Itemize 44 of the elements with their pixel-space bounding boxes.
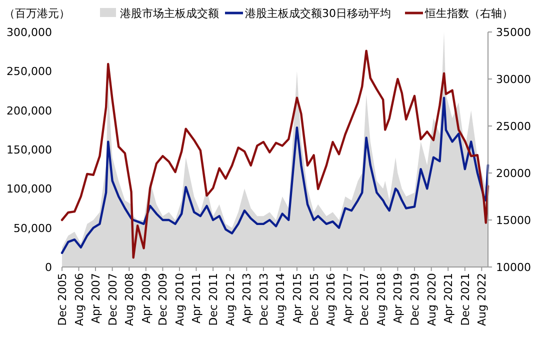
y-tick-label: 300,000 [6, 26, 52, 39]
x-tick-label: Apr 2017 [341, 273, 354, 324]
x-tick-label: Dec 2017 [358, 273, 372, 326]
y2-tick-label: 35000 [496, 26, 531, 39]
x-tick-label: Apr 2011 [190, 273, 204, 324]
x-tick-label: Aug 2010 [173, 273, 186, 326]
x-tick-label: Aug 2016 [324, 273, 338, 326]
x-tick-label: Apr 2015 [290, 273, 304, 324]
x-tick-label: Apr 2007 [90, 273, 103, 324]
y2-tick-label: 25000 [496, 120, 531, 133]
x-tick-label: Aug 2012 [224, 273, 237, 326]
y-tick-label: 0 [45, 261, 52, 274]
y-tick-label: 150,000 [6, 144, 52, 156]
x-tick-label: Aug 2006 [72, 273, 86, 326]
y2-tick-label: 20000 [496, 167, 531, 180]
x-tick-label: Aug 2020 [425, 273, 438, 326]
y2-tick-label: 15000 [496, 214, 531, 227]
x-tick-label: Aug 2018 [374, 273, 388, 326]
x-tick-label: Dec 2019 [408, 273, 422, 326]
line-series [60, 96, 490, 254]
legend-label: 港股主板成交额30日移动平均 [245, 7, 391, 20]
y2-tick-label: 30000 [496, 73, 531, 86]
x-tick-label: Aug 2008 [123, 273, 136, 326]
y-tick-label: 250,000 [6, 65, 52, 78]
x-tick-label: Apr 2009 [140, 273, 153, 324]
x-tick-label: Dec 2011 [207, 273, 220, 326]
y2-tick-label: 10000 [496, 261, 531, 274]
x-tick-label: Dec 2013 [257, 273, 270, 326]
y-tick-label: 100,000 [6, 182, 52, 196]
x-tick-label: Apr 2013 [240, 273, 254, 324]
x-tick-label: Apr 2021 [442, 273, 456, 324]
x-tick-label: Aug 2014 [274, 273, 288, 326]
x-tick-label: Aug 2022 [476, 273, 489, 326]
legend-label: 恒生指数（右轴） [424, 7, 513, 20]
legend-label: 港股市场主板成交额 [120, 7, 219, 20]
x-tick-label: Apr 2019 [392, 273, 405, 324]
y-axis-title: （百万港元） [4, 7, 70, 20]
x-tick-label: Dec 2015 [308, 273, 321, 326]
x-tick-label: Dec 2009 [156, 273, 170, 326]
x-tick-label: Dec 2005 [56, 273, 69, 326]
x-tick-label: Dec 2021 [458, 273, 472, 326]
y-tick-label: 200,000 [6, 104, 52, 118]
y-tick-label: 50,000 [14, 222, 52, 235]
x-tick-label: Dec 2007 [106, 273, 120, 326]
